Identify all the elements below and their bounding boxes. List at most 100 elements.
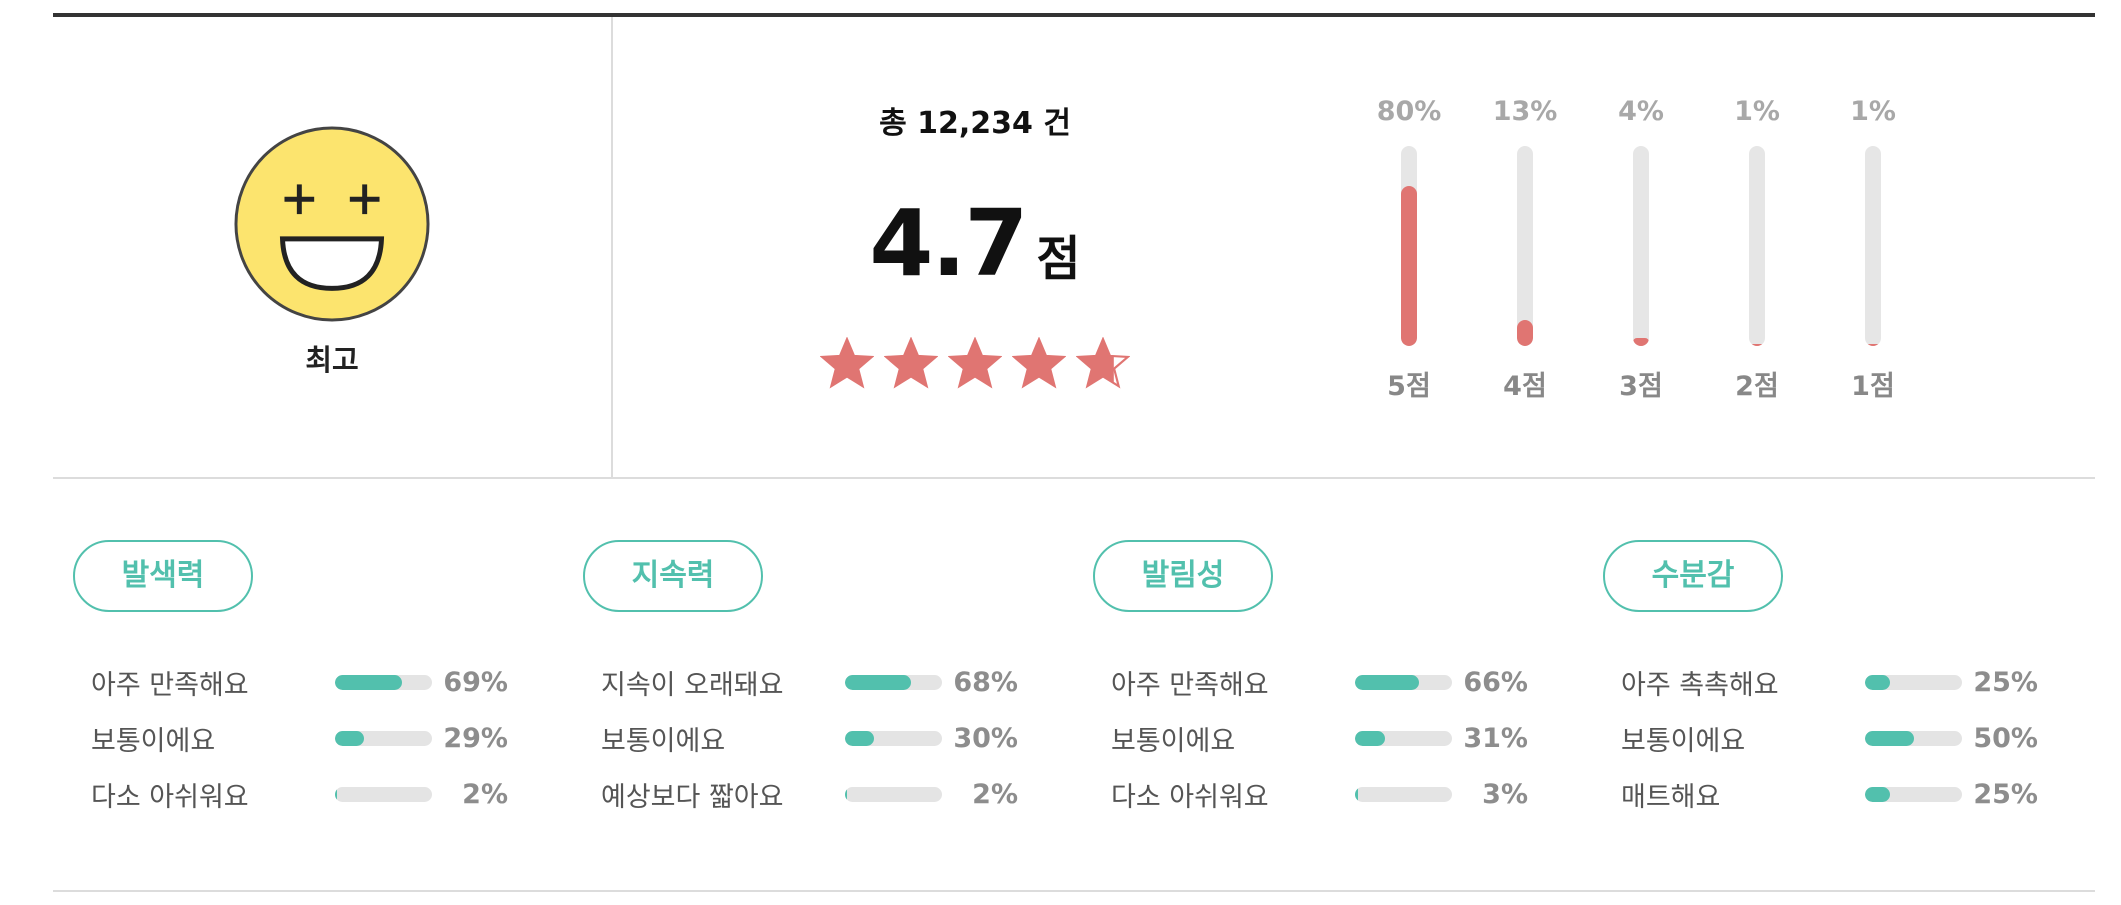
attribute-bar-fill	[335, 674, 403, 690]
distribution-label: 4점	[1503, 371, 1547, 402]
attribute-bar-track	[335, 730, 433, 746]
attribute-bar-fill	[335, 786, 338, 802]
distribution-label: 5점	[1387, 371, 1431, 402]
bottom-rule	[53, 890, 2095, 892]
score-value: 4.7	[869, 190, 1028, 297]
attribute-bar-fill	[1355, 730, 1386, 746]
attribute-row: 예상보다 짧아요 2%	[601, 766, 1018, 822]
attribute-bar-track	[845, 674, 943, 690]
attribute-option-label: 아주 촉촉해요	[1621, 669, 1779, 701]
attribute-row: 아주 촉촉해요 25%	[1621, 654, 2038, 710]
top-rule	[53, 13, 2095, 17]
distribution-fill	[1749, 343, 1765, 346]
attribute-percent: 2%	[972, 778, 1018, 810]
attribute-option-label: 아주 만족해요	[91, 669, 249, 701]
attribute-percent: 66%	[1463, 666, 1528, 698]
attribute-row: 아주 만족해요 66%	[1111, 654, 1528, 710]
attribute-bar-track	[1865, 674, 1963, 690]
attribute-bar-fill	[845, 786, 848, 802]
attribute-chip[interactable]: 수분감	[1603, 540, 1783, 612]
attribute-bar-fill	[1865, 674, 1890, 690]
distribution-fill	[1517, 320, 1533, 346]
attribute-option-label: 다소 아쉬워요	[91, 781, 249, 813]
attribute-row: 매트해요 25%	[1621, 766, 2038, 822]
distribution-column: 13% 4점	[1493, 96, 1558, 403]
distribution-column: 80% 5점	[1377, 96, 1442, 403]
attribute-bar-track	[1355, 730, 1453, 746]
attribute-percent: 25%	[1973, 778, 2038, 810]
review-count: 총 12,234 건	[879, 106, 1071, 141]
score-distribution: 80% 5점 13% 4점 4% 3점 1% 2점 1% 1점	[1377, 96, 1902, 403]
distribution-fill	[1401, 186, 1417, 346]
average-score: 4.7 점	[790, 190, 1160, 297]
attribute-option-label: 예상보다 짧아요	[601, 781, 784, 813]
attribute-percent: 2%	[462, 778, 508, 810]
attribute-percent: 3%	[1482, 778, 1528, 810]
attribute-bar-track	[1865, 730, 1963, 746]
attribute-option-label: 아주 만족해요	[1111, 669, 1269, 701]
attribute-group: 수분감 아주 촉촉해요 25% 보통이에요 50% 매트해요 25%	[1583, 540, 2038, 822]
distribution-column: 4% 3점	[1612, 96, 1670, 403]
distribution-track	[1865, 146, 1881, 346]
star-icon	[884, 337, 938, 389]
attribute-bar-fill	[1865, 730, 1914, 746]
section-divider	[53, 477, 2095, 479]
attribute-option-label: 보통이에요	[601, 725, 726, 757]
distribution-percent: 13%	[1492, 96, 1558, 127]
attribute-bar-fill	[845, 674, 912, 690]
attribute-option-label: 매트해요	[1621, 781, 1721, 813]
attribute-percent: 31%	[1463, 722, 1528, 754]
distribution-percent: 4%	[1618, 96, 1664, 127]
rating-summary: 총 12,234 건 4.7 점	[790, 98, 1160, 391]
attribute-option-label: 보통이에요	[1621, 725, 1746, 757]
attribute-bar-fill	[1865, 786, 1890, 802]
attribute-option-label: 다소 아쉬워요	[1111, 781, 1269, 813]
attribute-percent: 29%	[443, 722, 508, 754]
attribute-bar-fill	[1355, 674, 1420, 690]
distribution-fill	[1865, 343, 1881, 346]
attribute-row: 보통이에요 31%	[1111, 710, 1528, 766]
attribute-bar-track	[1865, 786, 1963, 802]
attribute-bar-track	[845, 730, 943, 746]
attribute-chip[interactable]: 지속력	[583, 540, 763, 612]
attribute-row: 보통이에요 29%	[91, 710, 508, 766]
attribute-percent: 69%	[443, 666, 508, 698]
distribution-label: 3점	[1619, 371, 1663, 402]
distribution-percent: 1%	[1734, 96, 1780, 127]
distribution-percent: 80%	[1376, 96, 1442, 127]
distribution-track	[1517, 146, 1533, 346]
attribute-bar-track	[335, 786, 433, 802]
attribute-bar-track	[335, 674, 433, 690]
distribution-column: 1% 1점	[1844, 96, 1902, 403]
star-rating	[790, 337, 1160, 391]
attribute-bar-fill	[1355, 786, 1359, 802]
vertical-divider	[611, 17, 613, 477]
overall-grade: 최고	[230, 125, 434, 379]
attribute-option-label: 지속이 오래돼요	[601, 669, 784, 701]
attribute-row: 보통이에요 50%	[1621, 710, 2038, 766]
score-unit: 점	[1036, 231, 1081, 287]
grade-label: 최고	[305, 343, 359, 377]
distribution-label: 1점	[1851, 371, 1895, 402]
distribution-column: 1% 2점	[1728, 96, 1786, 403]
distribution-track	[1749, 146, 1765, 346]
star-icon	[820, 337, 874, 389]
attribute-row: 다소 아쉬워요 2%	[91, 766, 508, 822]
attribute-percent: 68%	[953, 666, 1018, 698]
attribute-percent: 30%	[953, 722, 1018, 754]
attribute-chip[interactable]: 발림성	[1093, 540, 1273, 612]
attribute-bar-track	[1355, 786, 1453, 802]
attribute-row: 보통이에요 30%	[601, 710, 1018, 766]
attribute-bar-track	[1355, 674, 1453, 690]
attribute-row: 지속이 오래돼요 68%	[601, 654, 1018, 710]
attribute-row: 아주 만족해요 69%	[91, 654, 508, 710]
star-icon	[1012, 337, 1066, 389]
distribution-track	[1401, 146, 1417, 346]
attribute-chip[interactable]: 발색력	[73, 540, 253, 612]
distribution-track	[1633, 146, 1649, 346]
laughing-face-icon	[234, 126, 430, 322]
attribute-row: 다소 아쉬워요 3%	[1111, 766, 1528, 822]
attribute-percent: 50%	[1973, 722, 2038, 754]
